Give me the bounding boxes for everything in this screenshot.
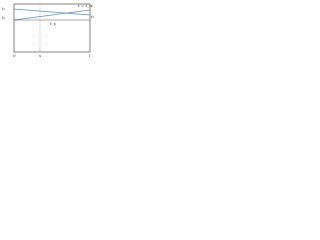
diagram: t₁ t₂ t = t_w t₂ t_x 0 x l [2,3,95,58]
page: t₁ t₂ t = t_w t₂ t_x 0 x l (() => { cons… [0,0,100,60]
rising-line [13,9,91,21]
axis-label: 0 [13,53,16,58]
upper-line [13,8,91,16]
left-label: t₂ [2,15,6,20]
right-label: t₂ [91,14,95,19]
axis-label: x [39,53,42,58]
right-label: t = t_w [78,3,93,8]
axis-label: l [89,53,91,58]
curve-label: t_x [50,21,57,26]
frame [13,3,91,53]
left-label: t₁ [2,6,6,11]
